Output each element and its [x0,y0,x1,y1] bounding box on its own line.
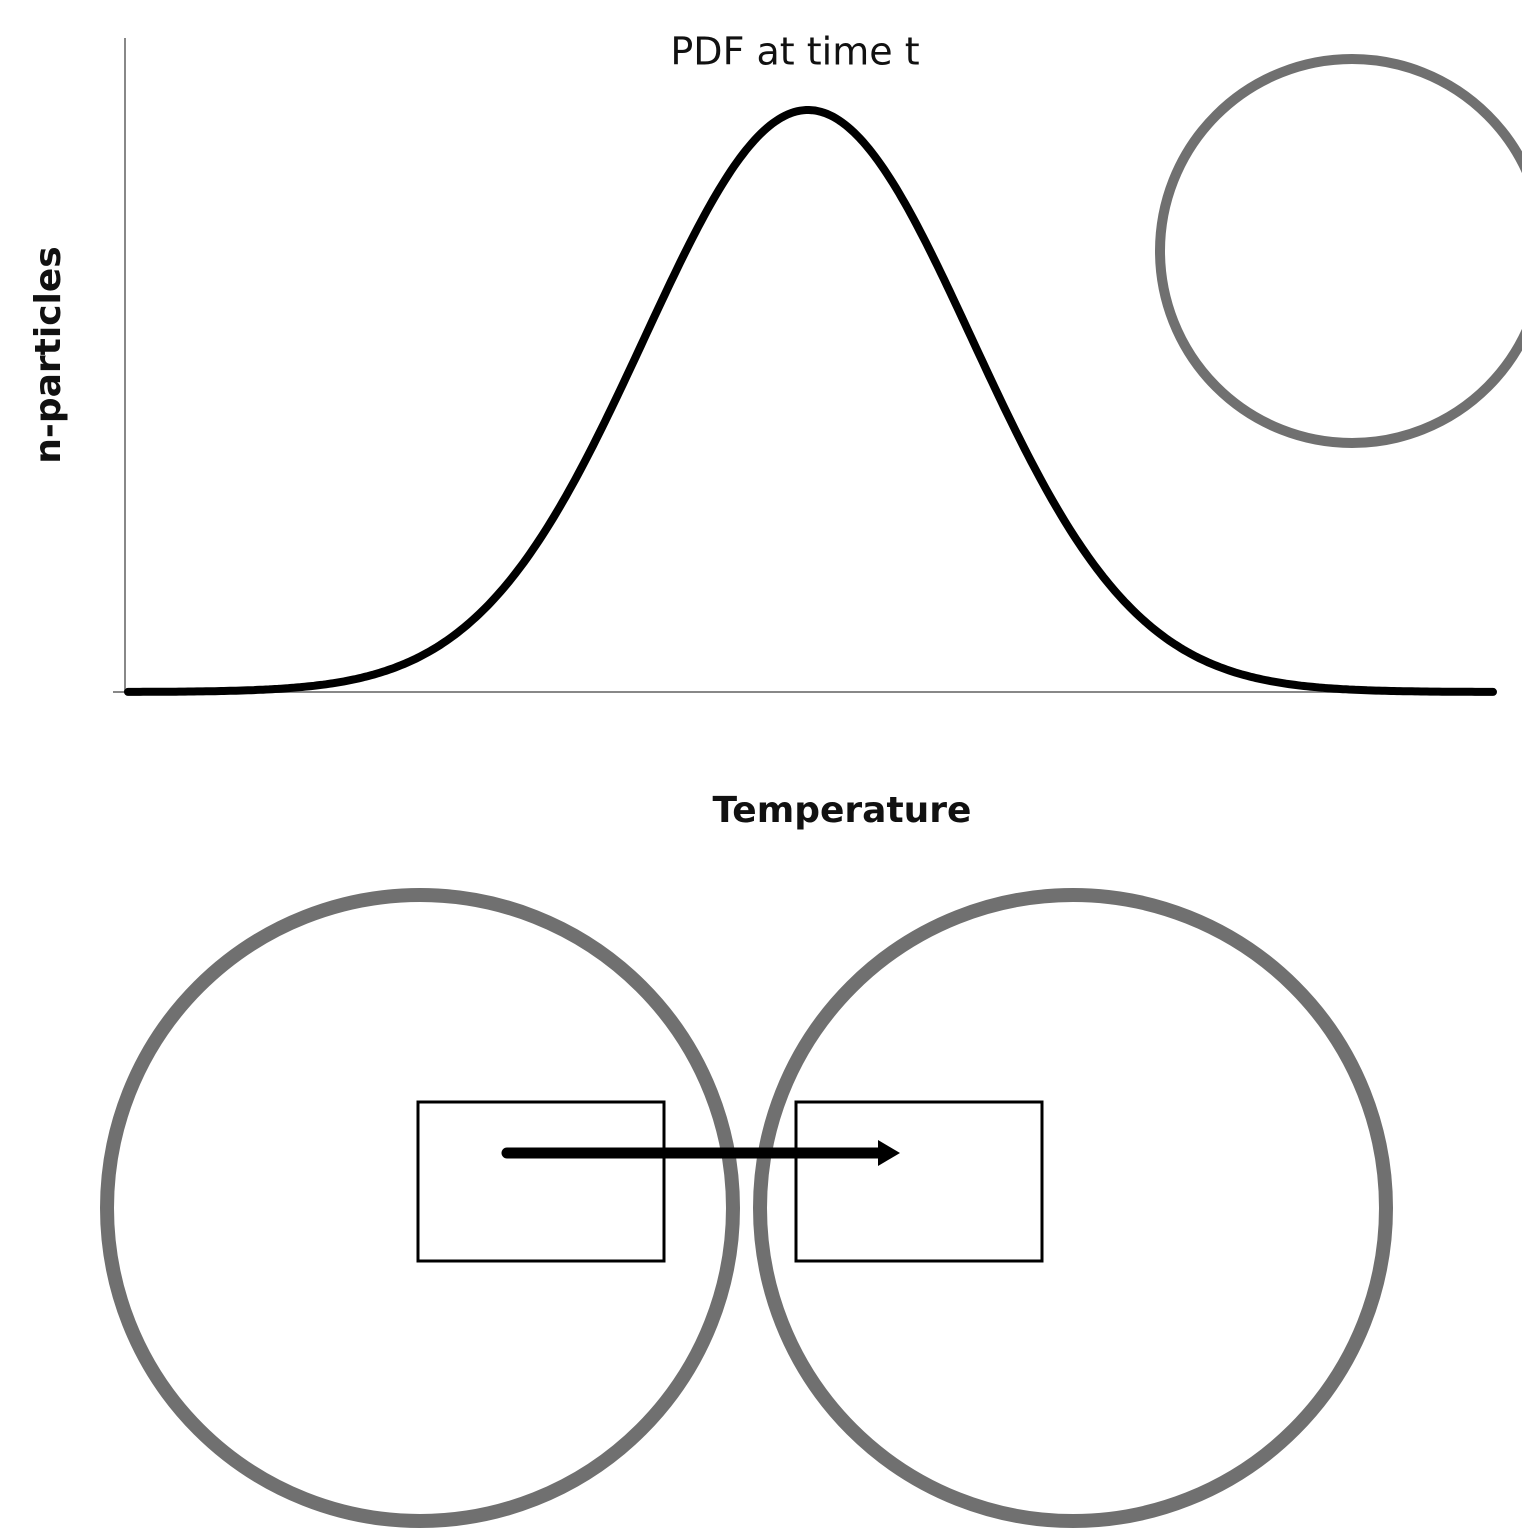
y-axis-label: n-particles [28,246,69,463]
chart-title: PDF at time t [670,30,919,74]
small-container [1155,54,1522,448]
arrow-head [878,1140,900,1166]
pdf-curve [124,106,1497,696]
left-container [100,888,740,1528]
left-window [416,1100,666,1263]
right-window [794,1100,1044,1263]
right-container [753,888,1393,1528]
x-axis-label: Temperature [713,790,972,831]
